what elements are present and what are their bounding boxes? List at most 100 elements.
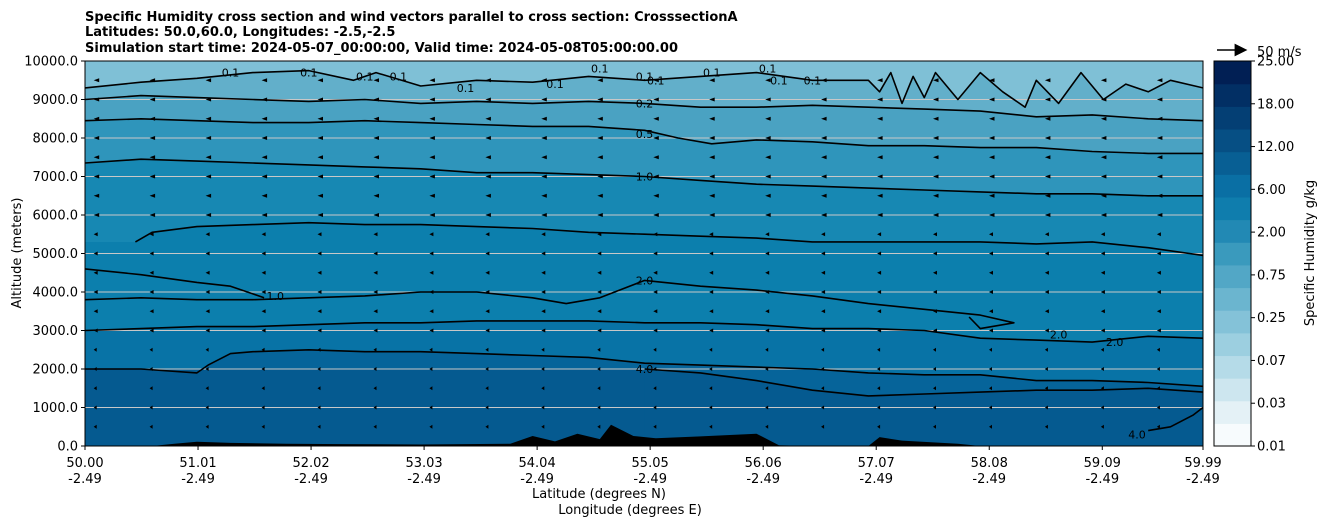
wind-vector-251 bbox=[709, 193, 715, 198]
colorbar-segment-4 bbox=[1214, 332, 1251, 357]
wind-vector-373 bbox=[821, 78, 827, 83]
wind-vector-282 bbox=[205, 155, 212, 160]
wind-vector-199 bbox=[1156, 251, 1161, 256]
wind-vector-278 bbox=[1100, 174, 1107, 179]
contour-line-0.5 bbox=[85, 118, 1203, 155]
wind-vector-160 bbox=[93, 270, 98, 275]
wind-vector-155 bbox=[933, 290, 937, 294]
wind-vector-50 bbox=[653, 386, 657, 391]
wind-vector-313 bbox=[821, 136, 827, 140]
wind-vector-161 bbox=[149, 270, 154, 275]
contour-line-4.0 bbox=[644, 368, 1203, 397]
wind-vector-125 bbox=[373, 309, 378, 314]
wind-vector-281 bbox=[149, 155, 156, 160]
wind-vector-186 bbox=[429, 251, 434, 256]
wind-vector-112 bbox=[765, 328, 770, 333]
colorbar-segment-14 bbox=[1214, 106, 1251, 130]
wind-vector-3 bbox=[261, 424, 265, 429]
wind-vector-154 bbox=[877, 290, 882, 294]
wind-vector-303 bbox=[261, 136, 268, 140]
wind-vector-207 bbox=[485, 232, 490, 237]
wind-vector-247 bbox=[485, 193, 491, 198]
wind-vector-12 bbox=[765, 424, 769, 429]
wind-vector-189 bbox=[597, 251, 602, 256]
wind-vector-205 bbox=[373, 232, 378, 237]
wind-vector-348 bbox=[541, 97, 547, 102]
wind-vector-115 bbox=[933, 328, 937, 333]
contour-label-13: 0.2 bbox=[636, 97, 654, 110]
wind-vector-71 bbox=[709, 367, 713, 371]
wind-vector-99 bbox=[1156, 347, 1160, 352]
contour-label-19: 2.0 bbox=[1106, 336, 1124, 349]
wind-vector-132 bbox=[765, 309, 770, 314]
wind-vector-341 bbox=[149, 97, 156, 102]
wind-vector-145 bbox=[373, 290, 378, 294]
wind-vector-84 bbox=[317, 347, 321, 352]
wind-vector-171 bbox=[709, 270, 714, 275]
wind-vector-255 bbox=[933, 193, 939, 198]
wind-vector-128 bbox=[541, 309, 546, 314]
wind-vector-280 bbox=[93, 155, 100, 160]
wind-vector-42 bbox=[205, 386, 209, 391]
wind-vector-54 bbox=[877, 386, 881, 391]
wind-vector-359 bbox=[1156, 97, 1163, 102]
wind-vector-268 bbox=[541, 174, 547, 179]
wind-vector-13 bbox=[821, 424, 825, 429]
wind-vector-361 bbox=[149, 78, 156, 83]
y-axis-label: Altitude (meters) bbox=[10, 198, 25, 309]
wind-vector-23 bbox=[261, 405, 265, 410]
colorbar-segment-0 bbox=[1214, 423, 1251, 447]
wind-vector-330 bbox=[653, 116, 659, 121]
wind-vector-236 bbox=[989, 213, 995, 217]
contour-label-9: 0.1 bbox=[703, 67, 721, 80]
wind-vector-123 bbox=[261, 309, 266, 314]
wind-vector-346 bbox=[429, 97, 435, 102]
wind-vector-96 bbox=[989, 347, 992, 352]
wind-vector-350 bbox=[653, 97, 659, 102]
colorbar-segment-13 bbox=[1214, 128, 1251, 153]
wind-vector-305 bbox=[373, 136, 379, 140]
wind-vector-356 bbox=[989, 97, 995, 102]
y-tick-label-9: 9000.0 bbox=[33, 93, 79, 108]
wind-vector-224 bbox=[317, 213, 323, 217]
x-tick-lon-3: -2.49 bbox=[407, 472, 441, 487]
wind-vector-244 bbox=[317, 193, 323, 198]
wind-vector-297 bbox=[1044, 155, 1051, 160]
contour-label-14: 0.5 bbox=[636, 128, 654, 141]
wind-vector-182 bbox=[205, 251, 210, 256]
wind-vector-241 bbox=[149, 193, 156, 198]
colorbar-segment-6 bbox=[1214, 287, 1251, 311]
contour-label-16: 1.0 bbox=[267, 290, 285, 303]
wind-vector-215 bbox=[933, 232, 937, 237]
wind-vector-106 bbox=[429, 328, 434, 333]
contour-label-2: 0.1 bbox=[356, 70, 374, 83]
colorbar-segment-9 bbox=[1214, 219, 1251, 243]
wind-vector-27 bbox=[485, 405, 489, 410]
wind-vector-66 bbox=[429, 367, 433, 371]
wind-vector-141 bbox=[149, 290, 154, 294]
x-tick-lon-10: -2.49 bbox=[1186, 472, 1220, 487]
wind-vector-309 bbox=[597, 136, 603, 140]
wind-vector-174 bbox=[877, 270, 882, 275]
wind-vector-34 bbox=[877, 405, 881, 410]
wind-vector-369 bbox=[597, 78, 603, 83]
contour-line-2.5 bbox=[85, 320, 1203, 343]
wind-vector-62 bbox=[205, 367, 209, 371]
wind-vector-25 bbox=[373, 405, 377, 410]
wind-vector-240 bbox=[93, 193, 100, 198]
contour-label-3: 0.1 bbox=[390, 70, 408, 83]
wind-vector-195 bbox=[933, 251, 937, 256]
wind-vector-226 bbox=[429, 213, 435, 217]
wind-vector-53 bbox=[821, 386, 825, 391]
wind-vector-368 bbox=[541, 78, 547, 83]
contour-line-0.1 bbox=[85, 69, 1203, 108]
wind-vector-176 bbox=[989, 270, 993, 275]
wind-vector-165 bbox=[373, 270, 378, 275]
wind-vector-179 bbox=[1156, 270, 1161, 275]
wind-vector-327 bbox=[485, 116, 491, 121]
wind-vector-291 bbox=[709, 155, 715, 160]
wind-vector-44 bbox=[317, 386, 321, 391]
x-tick-lon-8: -2.49 bbox=[972, 472, 1006, 487]
contour-label-11: 0.1 bbox=[770, 74, 788, 87]
wind-vector-169 bbox=[597, 270, 602, 275]
